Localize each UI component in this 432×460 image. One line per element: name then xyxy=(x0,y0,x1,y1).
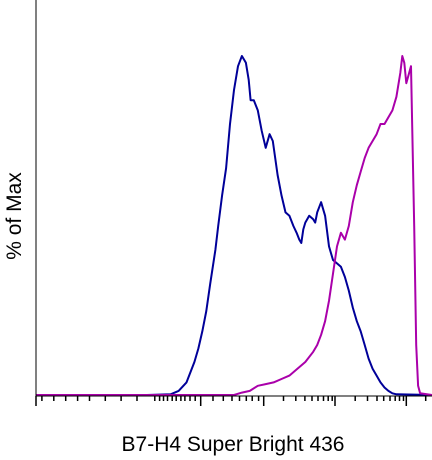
histogram-series-1 xyxy=(36,55,432,396)
x-axis-label: B7-H4 Super Bright 436 xyxy=(122,433,345,456)
y-axis-label: % of Max xyxy=(3,172,26,260)
axes xyxy=(35,0,432,397)
histogram-series-2 xyxy=(36,55,432,396)
plot-area xyxy=(36,55,432,396)
x-axis-ticks xyxy=(35,396,427,406)
